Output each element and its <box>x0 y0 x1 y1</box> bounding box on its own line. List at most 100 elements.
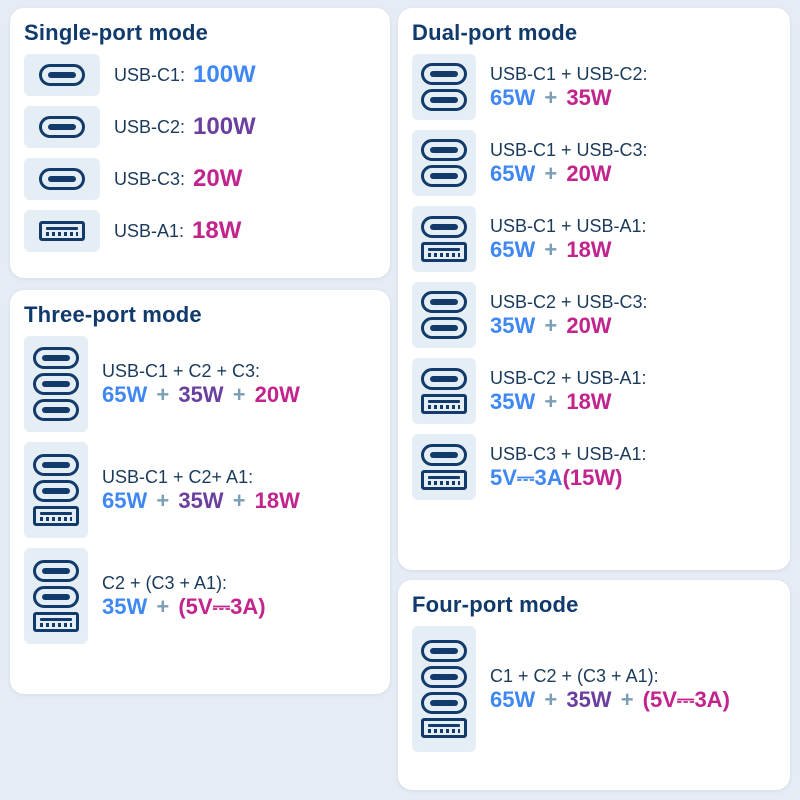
watt-value: 18W <box>255 488 300 513</box>
power-text: C1 + C2 + (C3 + A1):65W + 35W + (5V⎓3A) <box>490 666 730 713</box>
power-value: 20W <box>193 165 242 193</box>
usb-c-icon <box>39 168 85 190</box>
operator: + <box>150 488 175 513</box>
power-row: USB-C3: 20W <box>24 158 376 200</box>
power-row: C2 + (C3 + A1):35W + (5V⎓3A) <box>24 548 376 644</box>
port-label: C2 + (C3 + A1): <box>102 573 258 594</box>
watt-value: 65W <box>102 382 147 407</box>
watt-value: 65W <box>102 488 147 513</box>
power-row: USB-C1 + USB-C2:65W + 35W <box>412 54 776 120</box>
usb-a-icon <box>421 394 467 414</box>
port-icons <box>412 282 476 348</box>
usb-c-icon <box>39 116 85 138</box>
usb-a-icon <box>33 612 79 632</box>
port-label: USB-C1: <box>114 65 185 86</box>
usb-c-icon <box>421 89 467 111</box>
operator: + <box>538 313 563 338</box>
watt-value: 20W <box>566 313 611 338</box>
watt-value: 100W <box>193 61 256 88</box>
card-title: Dual-port mode <box>412 20 776 46</box>
usb-c-icon <box>33 399 79 421</box>
rows-single: USB-C1: 100W USB-C2: 100W USB-C3: 20W USB-A1: 1… <box>24 54 376 252</box>
power-value: 65W + 18W <box>490 237 655 263</box>
usb-c-icon <box>421 139 467 161</box>
usb-c-icon <box>421 666 467 688</box>
operator: + <box>227 488 252 513</box>
port-icons <box>24 442 88 538</box>
usb-c-icon <box>33 373 79 395</box>
operator: + <box>150 594 175 619</box>
rows-dual: USB-C1 + USB-C2:65W + 35W USB-C1 + USB-C3… <box>412 54 776 500</box>
watt-value: 35W <box>490 313 535 338</box>
port-label: USB-C2 + USB-C3: <box>490 292 648 313</box>
watt-value: 35W <box>178 488 223 513</box>
usb-c-icon <box>421 216 467 238</box>
usb-c-icon <box>33 480 79 502</box>
port-label: USB-C1 + C2 + C3: <box>102 361 292 382</box>
port-icons <box>24 548 88 644</box>
operator: + <box>538 161 563 186</box>
port-icons <box>412 206 476 272</box>
card-title: Three-port mode <box>24 302 376 328</box>
power-text: C2 + (C3 + A1):35W + (5V⎓3A) <box>102 573 266 620</box>
power-value: 35W + 18W <box>490 389 655 415</box>
power-row: USB-C1: 100W <box>24 54 376 96</box>
usb-c-icon <box>421 692 467 714</box>
power-text: USB-C1 + C2+ A1:65W + 35W + 18W <box>102 467 300 514</box>
port-label: USB-C2: <box>114 117 185 138</box>
usb-c-icon <box>33 560 79 582</box>
power-text: USB-C3 + USB-A1:5V⎓3A(15W) <box>490 444 655 491</box>
port-label: USB-C3 + USB-A1: <box>490 444 647 465</box>
operator: + <box>615 687 640 712</box>
card-three-port: Three-port mode USB-C1 + C2 + C3:65W + 3… <box>10 290 390 694</box>
watt-value: 35W <box>566 85 611 110</box>
power-row: C1 + C2 + (C3 + A1):65W + 35W + (5V⎓3A) <box>412 626 776 752</box>
port-icons <box>24 54 100 96</box>
watt-value: 20W <box>566 161 611 186</box>
power-value: 5V⎓3A(15W) <box>490 465 655 491</box>
watt-value: 5V⎓3A <box>490 465 563 490</box>
power-row: USB-C1 + USB-C3:65W + 20W <box>412 130 776 196</box>
usb-c-icon <box>421 444 467 466</box>
port-label: USB-C3: <box>114 169 185 190</box>
operator: + <box>538 85 563 110</box>
power-value: 65W + 35W <box>490 85 656 111</box>
power-value: 65W + 35W + 18W <box>102 488 300 514</box>
power-text: USB-C1 + USB-C3:65W + 20W <box>490 140 656 187</box>
watt-value: 65W <box>490 85 535 110</box>
power-text: USB-C2 + USB-A1:35W + 18W <box>490 368 655 415</box>
operator: + <box>538 687 563 712</box>
card-title: Four-port mode <box>412 592 776 618</box>
power-value: 65W + 35W + (5V⎓3A) <box>490 687 730 713</box>
power-value: 65W + 20W <box>490 161 656 187</box>
watt-value: 35W <box>566 687 611 712</box>
usb-c-icon <box>421 63 467 85</box>
watt-value: (15W) <box>563 465 623 490</box>
usb-a-icon <box>33 506 79 526</box>
power-text: USB-C1 + USB-C2:65W + 35W <box>490 64 656 111</box>
usb-c-icon <box>33 586 79 608</box>
watt-value: 20W <box>193 165 242 192</box>
usb-a-icon <box>421 718 467 738</box>
power-value: 35W + (5V⎓3A) <box>102 594 266 620</box>
port-label: USB-C1 + USB-C2: <box>490 64 648 85</box>
operator: + <box>538 237 563 262</box>
watt-value: 20W <box>255 382 300 407</box>
usb-c-icon <box>33 454 79 476</box>
rows-three: USB-C1 + C2 + C3:65W + 35W + 20WUSB-C1 +… <box>24 336 376 644</box>
watt-value: 35W <box>490 389 535 414</box>
power-row: USB-A1: 18W <box>24 210 376 252</box>
port-icons <box>24 106 100 148</box>
usb-c-icon <box>421 317 467 339</box>
usb-c-icon <box>33 347 79 369</box>
usb-c-icon <box>39 64 85 86</box>
power-value: 18W <box>192 217 241 245</box>
port-label: USB-C1 + C2+ A1: <box>102 467 292 488</box>
port-label: USB-A1: <box>114 221 184 242</box>
usb-a-icon <box>421 242 467 262</box>
power-text: USB-C1 + C2 + C3:65W + 35W + 20W <box>102 361 300 408</box>
port-label: C1 + C2 + (C3 + A1): <box>490 666 722 687</box>
power-text: USB-C2 + USB-C3:35W + 20W <box>490 292 656 339</box>
card-dual-port: Dual-port mode USB-C1 + USB-C2:65W + 35W… <box>398 8 790 570</box>
watt-value: (5V⎓3A) <box>178 594 265 619</box>
